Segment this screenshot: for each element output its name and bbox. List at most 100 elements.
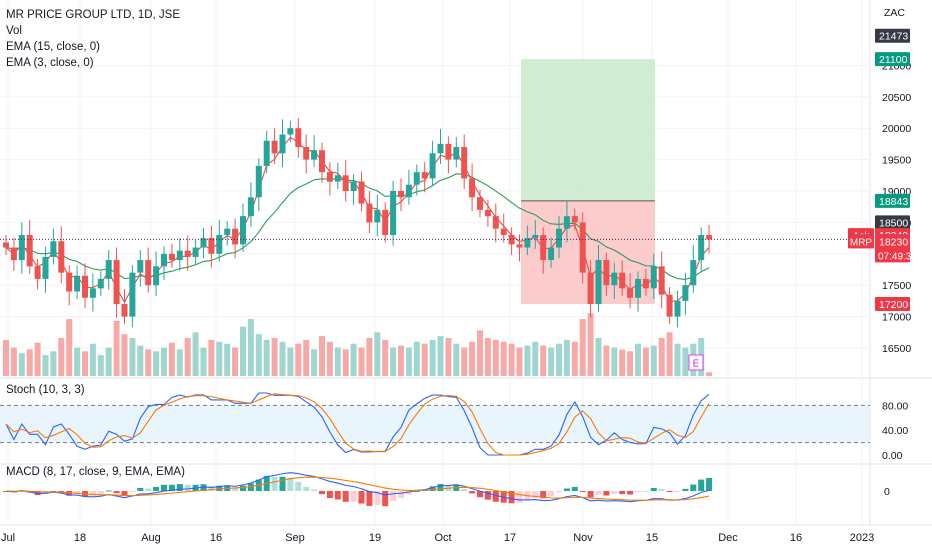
volume-bar — [295, 343, 302, 376]
candle-body — [105, 260, 112, 279]
candle-body — [26, 234, 33, 267]
volume-bar — [89, 343, 96, 376]
indicator-volume[interactable]: Vol — [6, 25, 22, 37]
candle-body — [587, 272, 594, 305]
candle-body — [508, 234, 515, 245]
macd-histogram-bar — [587, 491, 594, 498]
candle-body — [484, 209, 491, 217]
volume-bar — [279, 341, 286, 376]
candle-body — [445, 143, 452, 160]
volume-bar — [500, 341, 507, 376]
volume-bar — [642, 347, 649, 376]
indicator-ema-15[interactable]: EMA (15, close, 0) — [6, 41, 100, 53]
macd-histogram-bar — [374, 491, 381, 505]
macd-histogram-bar — [698, 479, 705, 491]
volume-bar — [603, 345, 610, 376]
volume-bar — [658, 338, 665, 376]
time-tick-label: Dec — [718, 532, 738, 544]
volume-bar — [240, 326, 246, 376]
price-badge-value: 18500 — [879, 217, 908, 229]
price-tick-label: 17000 — [882, 312, 911, 324]
macd-histogram-bar — [168, 484, 175, 491]
candle-body — [255, 165, 262, 198]
macd-histogram-bar — [287, 477, 294, 491]
macd-histogram-bar — [690, 484, 697, 491]
macd-histogram-bar — [326, 491, 333, 499]
stoch-label[interactable]: Stoch (10, 3, 3) — [6, 384, 85, 396]
macd-histogram-bar — [145, 488, 152, 491]
volume-bar — [113, 320, 120, 376]
price-tick-label: 17500 — [882, 280, 911, 292]
volume-bar — [674, 343, 681, 376]
price-badge — [875, 193, 910, 208]
candle-body — [627, 288, 634, 298]
volume-bar — [706, 372, 713, 376]
macd-histogram-bar — [682, 488, 689, 491]
time-tick-label: 16 — [790, 532, 802, 544]
time-tick-label: Aug — [141, 532, 161, 544]
macd-histogram-bar — [319, 491, 325, 495]
macd-histogram-bar — [279, 476, 286, 491]
candle-body — [208, 238, 215, 254]
candle-body — [42, 256, 49, 279]
volume-bar — [516, 347, 523, 376]
candle-body — [469, 178, 476, 198]
volume-bar — [398, 345, 404, 376]
volume-bar — [619, 349, 626, 376]
macd-histogram-bar — [650, 487, 657, 491]
volume-bar — [437, 336, 444, 376]
candle-body — [374, 209, 381, 223]
candle-body — [34, 266, 41, 279]
price-badge — [875, 215, 910, 230]
volume-bar — [137, 345, 144, 376]
candle-body — [334, 175, 341, 182]
macd-histogram-bar — [121, 491, 128, 496]
macd-histogram-bar — [97, 491, 104, 495]
candle-body — [413, 172, 420, 185]
volume-bar — [303, 339, 310, 376]
symbol-title[interactable]: MR PRICE GROUP LTD, 1D, JSE — [6, 9, 181, 21]
candle-body — [224, 228, 231, 235]
volume-bar — [105, 347, 112, 376]
volume-bar — [508, 343, 515, 376]
volume-bar — [627, 351, 634, 376]
macd-histogram-bar — [611, 491, 618, 494]
candle-body — [690, 260, 697, 286]
macd-histogram-bar — [635, 491, 641, 493]
volume-bar — [184, 338, 191, 376]
candle-body — [524, 238, 531, 248]
macd-histogram-bar — [548, 491, 555, 497]
candle-body — [295, 128, 302, 148]
candle-body — [184, 250, 191, 257]
volume-bar — [484, 338, 491, 376]
volume-bar — [121, 334, 128, 376]
volume-bar — [563, 339, 570, 376]
price-tick-label: 19500 — [882, 155, 911, 167]
candle-body — [303, 147, 310, 160]
macd-label[interactable]: MACD (8, 17, close, 9, EMA, EMA) — [6, 466, 185, 478]
indicator-ema-3[interactable]: EMA (3, close, 0) — [6, 57, 94, 69]
macd-histogram-bar — [89, 491, 96, 497]
volume-bar — [374, 332, 381, 376]
candle-body — [603, 260, 610, 286]
macd-histogram-bar — [358, 491, 365, 504]
volume-bar — [469, 341, 476, 376]
candle-body — [58, 241, 65, 273]
currency-label: ZAC — [884, 7, 905, 19]
candle-body — [556, 228, 562, 248]
price-badge — [875, 234, 910, 263]
volume-bar — [200, 347, 207, 376]
macd-histogram-bar — [66, 491, 73, 496]
macd-histogram-bar — [532, 491, 539, 498]
price-tick-label: 20000 — [882, 123, 911, 135]
candle-body — [3, 242, 9, 248]
candle-body — [516, 244, 523, 248]
stoch-tick-label: 80.00 — [882, 400, 908, 412]
candle-body — [216, 234, 223, 254]
macd-histogram-bar — [271, 476, 278, 491]
macd-histogram-bar — [516, 491, 523, 503]
price-badge-value: 17200 — [879, 299, 908, 311]
macd-histogram-bar — [232, 487, 239, 491]
